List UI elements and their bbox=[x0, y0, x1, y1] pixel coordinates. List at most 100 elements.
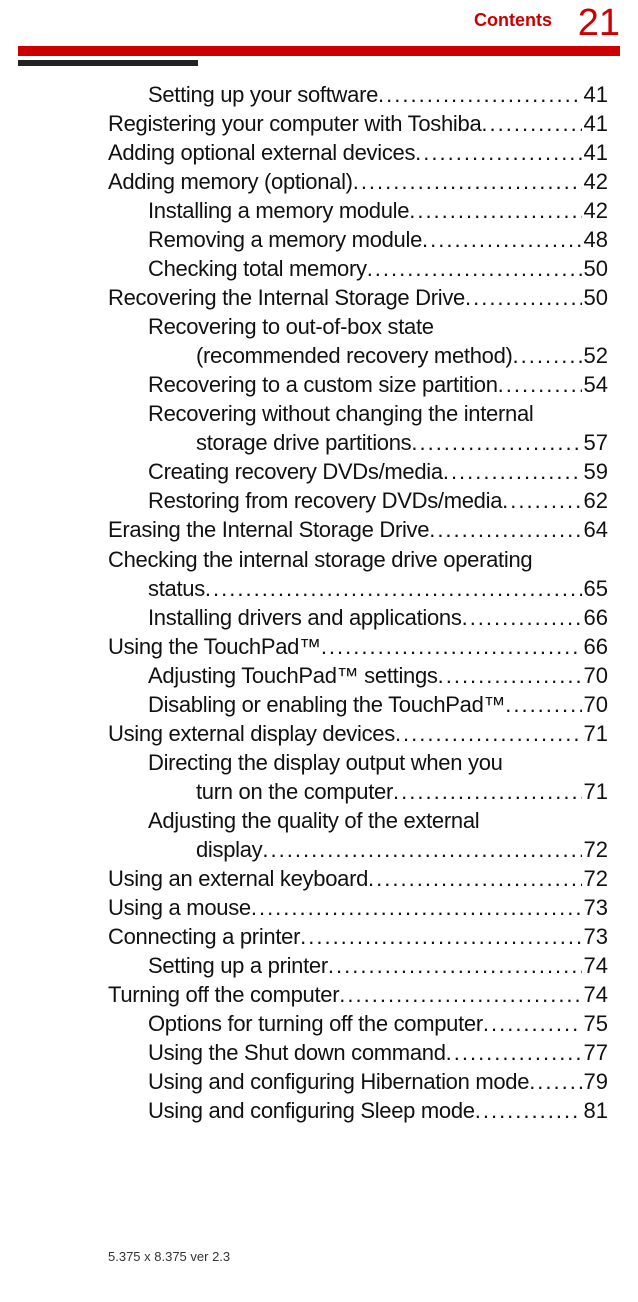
toc-entry: Adding optional external devices 41 bbox=[108, 138, 608, 167]
toc-leader bbox=[411, 428, 581, 457]
toc-entry: Turning off the computer 74 bbox=[108, 980, 608, 1009]
page-header: Contents 21 bbox=[0, 0, 638, 44]
toc-leader bbox=[483, 1009, 582, 1038]
toc-title: Connecting a printer bbox=[108, 922, 300, 951]
toc-page: 70 bbox=[582, 690, 608, 719]
toc-page: 75 bbox=[582, 1009, 608, 1038]
toc-page: 50 bbox=[582, 283, 608, 312]
toc-page: 66 bbox=[582, 632, 608, 661]
toc-leader bbox=[481, 109, 581, 138]
header-rule-red bbox=[18, 46, 620, 56]
toc-entry-continuation: display 72 bbox=[108, 835, 608, 864]
toc-page: 50 bbox=[582, 254, 608, 283]
toc-entry: Registering your computer with Toshiba 41 bbox=[108, 109, 608, 138]
toc-title: Checking total memory bbox=[148, 254, 367, 283]
toc-entry: Using the TouchPad™ 66 bbox=[108, 632, 608, 661]
footer-text: 5.375 x 8.375 ver 2.3 bbox=[108, 1249, 230, 1264]
toc-page: 62 bbox=[582, 486, 608, 515]
toc-title-cont: status bbox=[148, 574, 205, 603]
toc-leader bbox=[353, 167, 582, 196]
toc-leader bbox=[422, 225, 581, 254]
toc-leader bbox=[205, 574, 582, 603]
toc-title-cont: (recommended recovery method) bbox=[196, 341, 513, 370]
toc-leader bbox=[475, 1096, 582, 1125]
toc-page: 41 bbox=[582, 109, 608, 138]
toc-title: Recovering the Internal Storage Drive bbox=[108, 283, 465, 312]
toc-entry-continuation: (recommended recovery method) 52 bbox=[108, 341, 608, 370]
toc-title: Erasing the Internal Storage Drive bbox=[108, 515, 429, 544]
toc-entry: Recovering to a custom size partition 54 bbox=[108, 370, 608, 399]
toc-title: Using external display devices bbox=[108, 719, 395, 748]
toc-page: 70 bbox=[582, 661, 608, 690]
toc-page: 79 bbox=[582, 1067, 608, 1096]
toc-title: Using a mouse bbox=[108, 893, 251, 922]
toc-title: Recovering without changing the internal bbox=[148, 399, 533, 428]
toc-entry: Using and configuring Sleep mode81 bbox=[108, 1096, 608, 1125]
toc-leader bbox=[328, 951, 582, 980]
toc-entry: Installing drivers and applications66 bbox=[108, 603, 608, 632]
toc-entry: Recovering without changing the internal bbox=[108, 399, 608, 428]
toc-entry: Options for turning off the computer 75 bbox=[108, 1009, 608, 1038]
toc-title: Options for turning off the computer bbox=[148, 1009, 483, 1038]
toc-title: Removing a memory module bbox=[148, 225, 422, 254]
toc-leader bbox=[446, 1038, 582, 1067]
toc-entry: Removing a memory module 48 bbox=[108, 225, 608, 254]
toc-title: Adding optional external devices bbox=[108, 138, 415, 167]
toc-entry: Recovering the Internal Storage Drive 50 bbox=[108, 283, 608, 312]
toc-title: Adjusting TouchPad™ settings bbox=[148, 661, 438, 690]
toc-entry-continuation: turn on the computer71 bbox=[108, 777, 608, 806]
toc-title: Checking the internal storage drive oper… bbox=[108, 545, 532, 574]
toc-title: Restoring from recovery DVDs/media bbox=[148, 486, 502, 515]
toc-entry: Adjusting the quality of the external bbox=[108, 806, 608, 835]
toc-leader bbox=[368, 864, 581, 893]
toc-page: 57 bbox=[582, 428, 608, 457]
toc-leader bbox=[367, 254, 582, 283]
toc-title: Registering your computer with Toshiba bbox=[108, 109, 481, 138]
toc-title: Using an external keyboard bbox=[108, 864, 368, 893]
header-label: Contents bbox=[474, 10, 552, 31]
toc-entry: Installing a memory module42 bbox=[108, 196, 608, 225]
toc-leader bbox=[529, 1067, 581, 1096]
toc-leader bbox=[251, 893, 582, 922]
toc-page: 72 bbox=[582, 835, 608, 864]
toc-leader bbox=[321, 632, 582, 661]
toc-page: 54 bbox=[582, 370, 608, 399]
table-of-contents: Setting up your software41Registering yo… bbox=[108, 80, 608, 1125]
toc-page: 52 bbox=[582, 341, 608, 370]
toc-title: Using and configuring Sleep mode bbox=[148, 1096, 475, 1125]
toc-title: Installing drivers and applications bbox=[148, 603, 462, 632]
toc-entry: Checking total memory 50 bbox=[108, 254, 608, 283]
toc-page: 42 bbox=[582, 196, 608, 225]
toc-leader bbox=[415, 138, 581, 167]
toc-leader bbox=[393, 777, 582, 806]
toc-page: 59 bbox=[582, 457, 608, 486]
toc-title: Using the Shut down command bbox=[148, 1038, 446, 1067]
toc-leader bbox=[505, 690, 581, 719]
toc-page: 71 bbox=[582, 777, 608, 806]
toc-page: 65 bbox=[582, 574, 608, 603]
toc-leader bbox=[462, 603, 582, 632]
toc-leader bbox=[443, 457, 582, 486]
toc-title: Creating recovery DVDs/media bbox=[148, 457, 443, 486]
page: Contents 21 Setting up your software41Re… bbox=[0, 0, 638, 1302]
toc-page: 74 bbox=[582, 980, 608, 1009]
toc-title: Turning off the computer bbox=[108, 980, 339, 1009]
toc-title: Disabling or enabling the TouchPad™ bbox=[148, 690, 505, 719]
toc-entry: Directing the display output when you bbox=[108, 748, 608, 777]
toc-entry: Adding memory (optional)42 bbox=[108, 167, 608, 196]
toc-page: 41 bbox=[582, 138, 608, 167]
toc-title: Recovering to a custom size partition bbox=[148, 370, 498, 399]
toc-entry: Using an external keyboard72 bbox=[108, 864, 608, 893]
toc-entry: Using the Shut down command77 bbox=[108, 1038, 608, 1067]
toc-entry: Checking the internal storage drive oper… bbox=[108, 545, 608, 574]
toc-entry: Setting up your software41 bbox=[108, 80, 608, 109]
toc-page: 48 bbox=[582, 225, 608, 254]
toc-entry: Using a mouse 73 bbox=[108, 893, 608, 922]
toc-title-cont: display bbox=[196, 835, 262, 864]
header-page-number: 21 bbox=[578, 2, 620, 45]
toc-title: Using the TouchPad™ bbox=[108, 632, 321, 661]
toc-entry: Recovering to out-of-box state bbox=[108, 312, 608, 341]
toc-page: 73 bbox=[582, 893, 608, 922]
toc-leader bbox=[409, 196, 581, 225]
toc-entry: Connecting a printer73 bbox=[108, 922, 608, 951]
